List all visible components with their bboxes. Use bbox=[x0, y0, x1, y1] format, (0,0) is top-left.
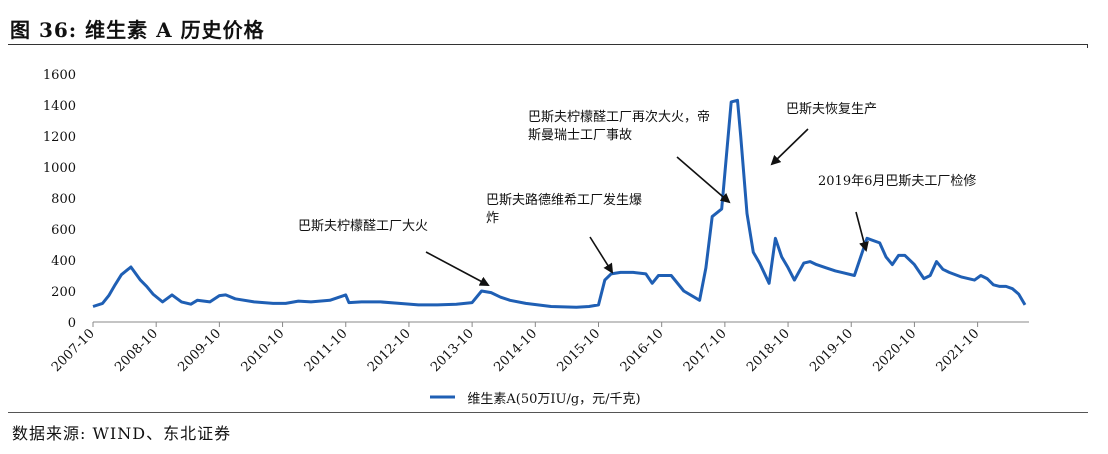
annotation-arrow bbox=[425, 251, 490, 286]
y-tick-label: 1400 bbox=[43, 99, 76, 114]
series-line bbox=[92, 98, 1027, 309]
x-tick-label: 2020-10 bbox=[870, 326, 919, 375]
annotation-arrow bbox=[676, 156, 731, 204]
y-tick-label: 0 bbox=[68, 316, 76, 331]
annotation-text: 2019年6月巴斯夫工厂检修 bbox=[818, 174, 976, 189]
y-tick-label: 1600 bbox=[43, 68, 76, 83]
legend-entry: 维生素A(50万IU/g，元/千克) bbox=[467, 392, 641, 407]
annotation-arrow bbox=[589, 236, 614, 274]
source-note: 数据来源: WIND、东北证券 bbox=[12, 424, 232, 443]
x-tick-label: 2008-10 bbox=[112, 326, 161, 375]
annotation-text: 斯曼瑞士工厂事故 bbox=[528, 128, 632, 143]
y-tick-label: 200 bbox=[51, 285, 76, 300]
top-rule-end-tick bbox=[1087, 44, 1088, 48]
x-tick-label: 2012-10 bbox=[365, 326, 414, 375]
annotation-text: 巴斯夫柠檬醛工厂再次大火，帝 bbox=[528, 109, 710, 125]
bottom-rule bbox=[8, 412, 1088, 413]
figure-title: 图 36: 维生素 A 历史价格 bbox=[10, 18, 265, 42]
y-tick-label: 400 bbox=[51, 254, 76, 269]
x-tick-label: 2019-10 bbox=[807, 326, 856, 375]
x-tick-label: 2011-10 bbox=[302, 326, 351, 375]
x-tick-label: 2016-10 bbox=[618, 326, 667, 375]
x-tick-label: 2021-10 bbox=[934, 326, 983, 375]
x-tick-label: 2010-10 bbox=[239, 326, 288, 375]
x-tick-label: 2018-10 bbox=[744, 326, 793, 375]
x-tick-label: 2009-10 bbox=[175, 326, 224, 375]
chart-legend: 维生素A(50万IU/g，元/千克) bbox=[0, 388, 1108, 407]
y-tick-label: 1000 bbox=[43, 161, 76, 176]
y-tick-label: 600 bbox=[51, 223, 76, 238]
x-tick-label: 2017-10 bbox=[681, 326, 730, 375]
y-tick-label: 800 bbox=[51, 192, 76, 207]
x-tick-label: 2015-10 bbox=[555, 326, 604, 375]
x-tick-label: 2007-10 bbox=[49, 326, 98, 375]
annotation-text: 巴斯夫柠檬醛工厂大火 bbox=[298, 218, 428, 234]
annotation-text: 巴斯夫恢复生产 bbox=[786, 102, 877, 117]
annotation-arrow bbox=[855, 211, 869, 252]
annotation-text: 巴斯夫路德维希工厂发生爆 bbox=[486, 192, 642, 208]
y-tick-label: 1200 bbox=[43, 130, 76, 145]
top-rule bbox=[8, 44, 1088, 45]
annotation-text: 炸 bbox=[486, 211, 499, 226]
annotation-arrow bbox=[770, 128, 809, 166]
x-tick-label: 2013-10 bbox=[428, 326, 477, 375]
x-tick-label: 2014-10 bbox=[491, 326, 540, 375]
